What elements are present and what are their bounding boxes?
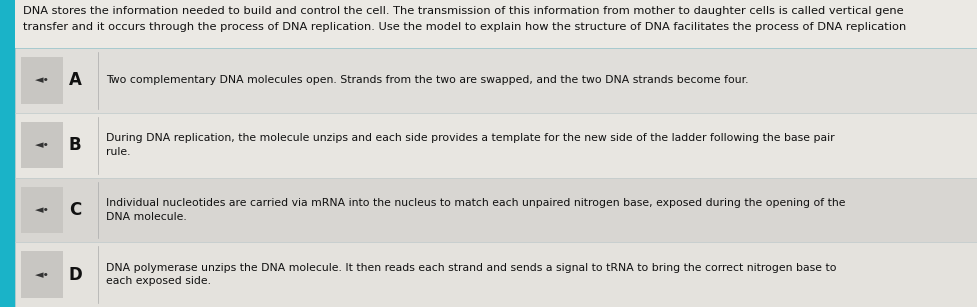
Bar [15, 0, 977, 48]
Text: ◄•: ◄• [34, 205, 50, 215]
Text: ◄•: ◄• [34, 140, 50, 150]
Text: C: C [68, 201, 81, 219]
Text: During DNA replication, the molecule unzips and each side provides a template fo: During DNA replication, the molecule unz… [106, 133, 834, 157]
Text: transfer and it occurs through the process of DNA replication. Use the model to : transfer and it occurs through the proce… [23, 22, 907, 32]
Bar [21, 251, 63, 298]
Text: A: A [68, 71, 81, 89]
Bar [15, 113, 977, 177]
Text: ◄•: ◄• [34, 76, 50, 85]
Text: B: B [68, 136, 81, 154]
Bar [21, 122, 63, 169]
Bar [15, 242, 977, 307]
Bar [21, 187, 63, 233]
Text: DNA polymerase unzips the DNA molecule. It then reads each strand and sends a si: DNA polymerase unzips the DNA molecule. … [106, 263, 836, 286]
Bar [15, 177, 977, 242]
Bar [21, 57, 63, 104]
Text: DNA stores the information needed to build and control the cell. The transmissio: DNA stores the information needed to bui… [23, 6, 904, 16]
Text: ◄•: ◄• [34, 270, 50, 280]
Text: Two complementary DNA molecules open. Strands from the two are swapped, and the : Two complementary DNA molecules open. St… [106, 76, 748, 85]
Bar [15, 48, 977, 113]
Text: Individual nucleotides are carried via mRNA into the nucleus to match each unpai: Individual nucleotides are carried via m… [106, 198, 845, 222]
Text: D: D [68, 266, 82, 284]
